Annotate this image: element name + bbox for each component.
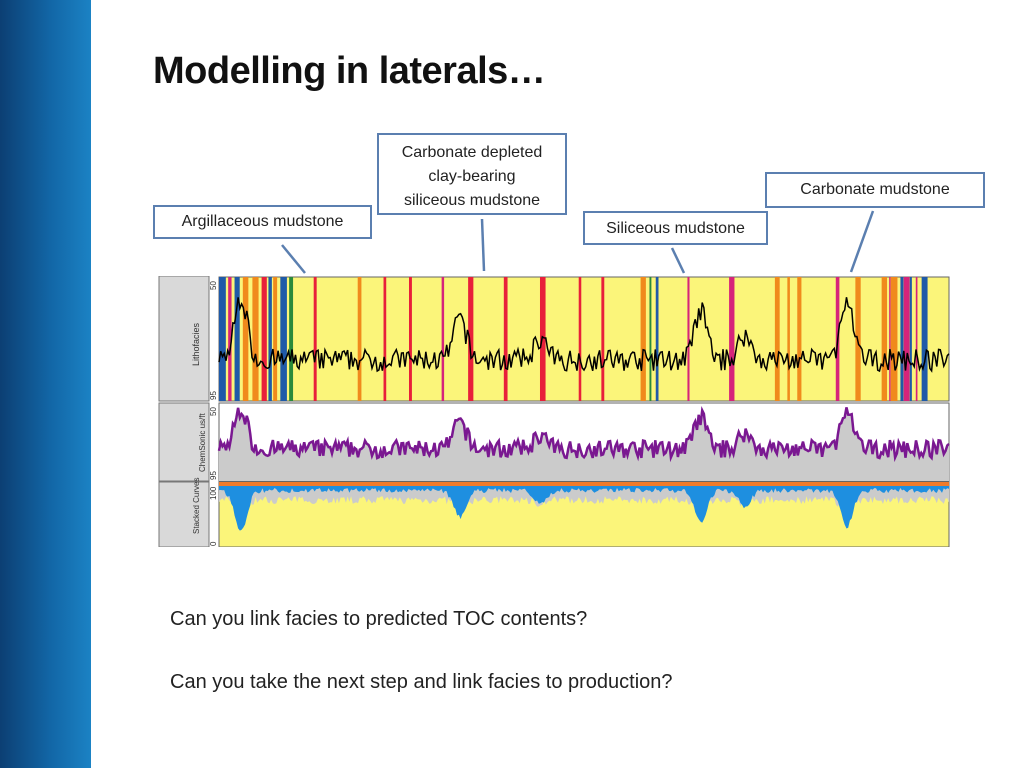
question-toc: Can you link facies to predicted TOC con… <box>170 608 588 630</box>
facies-band <box>539 277 546 401</box>
callout-argillaceous-label: Argillaceous mudstone <box>181 213 344 230</box>
facies-band <box>441 277 445 401</box>
facies-band <box>357 277 362 401</box>
track3-label: Stacked Curves <box>192 478 201 534</box>
facies-band <box>601 277 605 401</box>
facies-band <box>729 277 735 401</box>
arrow-carbonate <box>849 210 875 273</box>
facies-band <box>289 277 294 401</box>
facies-band <box>468 277 474 401</box>
facies-band <box>280 277 287 401</box>
facies-band <box>268 277 272 401</box>
track3-scale-bottom: 0 <box>209 541 218 546</box>
facies-band <box>921 277 928 401</box>
facies-band <box>774 277 780 401</box>
facies-band <box>797 277 802 401</box>
track3-scale-top: 100 <box>209 486 218 500</box>
callout-carbonate-depleted: Carbonate depleted clay-bearing siliceou… <box>377 133 567 215</box>
arrow-argillaceous <box>281 244 306 274</box>
facies-band <box>252 277 259 401</box>
facies-band <box>900 277 904 401</box>
well-log-panel: Lithofacies ChemSonic us/ft Stacked Curv… <box>158 276 950 547</box>
facies-band <box>909 277 912 401</box>
chemsonic-curve <box>217 406 950 463</box>
track1-label: Lithofacies <box>191 322 201 366</box>
facies-band <box>578 277 582 401</box>
track1-scale-top: 50 <box>209 281 218 290</box>
facies-band <box>890 277 898 401</box>
facies-band <box>889 277 891 401</box>
callout-cdc-line-3: siliceous mudstone <box>403 192 541 209</box>
callout-cdc-line-2: clay-bearing <box>428 168 516 185</box>
facies-band <box>228 277 232 401</box>
facies-band <box>787 277 790 401</box>
facies-band <box>261 277 267 401</box>
facies-band <box>219 277 226 401</box>
facies-band <box>409 277 412 401</box>
track3-label-box <box>158 481 210 547</box>
callout-siliceous-label: Siliceous mudstone <box>606 220 745 237</box>
facies-band <box>242 277 249 401</box>
facies-band <box>881 277 888 401</box>
facies-band <box>234 277 240 401</box>
facies-band <box>649 277 652 401</box>
callout-siliceous-mudstone: Siliceous mudstone <box>583 211 768 245</box>
stacked-curves-track <box>218 481 950 547</box>
chemsonic-track <box>217 402 950 482</box>
facies-band <box>273 277 278 401</box>
chemsonic-fill <box>219 407 949 481</box>
facies-band <box>655 277 659 401</box>
lithofacies-background <box>218 276 950 402</box>
facies-band <box>915 277 918 401</box>
track2-label-box <box>158 402 210 482</box>
facies-band <box>383 277 387 401</box>
track2-label: ChemSonic us/ft <box>198 413 207 472</box>
facies-band <box>503 277 508 401</box>
track2-scale-top: 50 <box>209 407 218 416</box>
question-production: Can you take the next step and link faci… <box>170 671 673 693</box>
facies-band <box>903 277 910 401</box>
stacked-orange-layer <box>219 482 949 486</box>
facies-band <box>640 277 646 401</box>
callout-cdc-line-1: Carbonate depleted <box>401 144 543 161</box>
lithofacies-track <box>218 276 950 402</box>
facies-band <box>687 277 690 401</box>
slide-title: Modelling in laterals… <box>153 50 546 92</box>
track2-scale-bottom: 95 <box>209 471 218 480</box>
arrow-siliceous <box>670 247 686 274</box>
track1-scale-bottom: 95 <box>209 391 218 400</box>
track1-label-box <box>158 276 210 402</box>
side-accent-bar <box>0 0 91 768</box>
facies-band <box>313 277 317 401</box>
callout-argillaceous-mudstone: Argillaceous mudstone <box>153 205 372 239</box>
callout-carbonate-label: Carbonate mudstone <box>800 181 950 198</box>
lithofacies-curve <box>218 297 950 373</box>
callout-carbonate-mudstone: Carbonate mudstone <box>765 172 985 208</box>
arrow-carbonate-depleted <box>480 218 486 272</box>
